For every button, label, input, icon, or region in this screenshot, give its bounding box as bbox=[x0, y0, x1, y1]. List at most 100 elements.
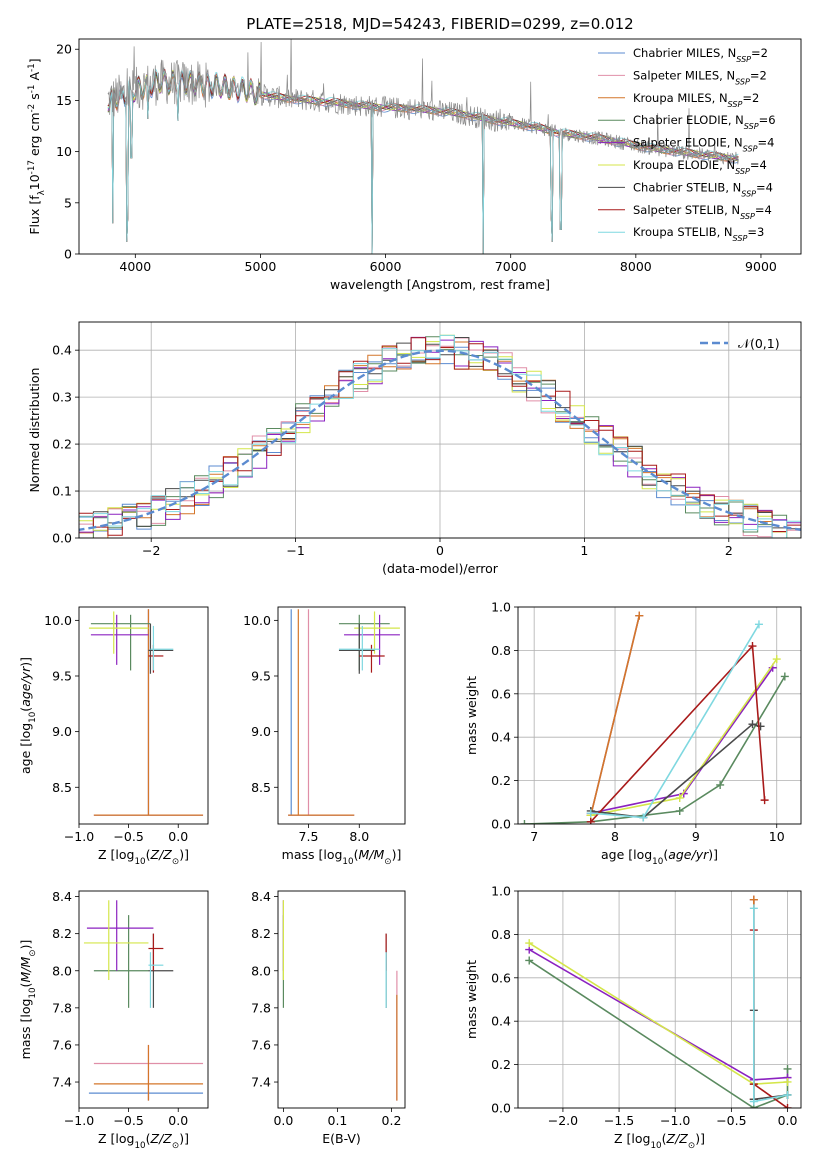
y-tick-label: 0.1 bbox=[52, 484, 72, 499]
x-tick-label: −1.0 bbox=[64, 1113, 94, 1128]
legend-entry: Chabrier MILES, NSSP=2 bbox=[633, 46, 768, 64]
spectrum-frame bbox=[78, 38, 802, 255]
mass-weight-marker bbox=[783, 1064, 792, 1073]
figure-title: PLATE=2518, MJD=54243, FIBERID=0299, z=0… bbox=[246, 15, 633, 33]
y-tick-label: 8.0 bbox=[251, 963, 271, 978]
age-vs-Z-frame bbox=[78, 606, 209, 825]
y-tick-label: 8.5 bbox=[52, 780, 72, 795]
y-tick-label: 0.2 bbox=[52, 437, 72, 452]
mass-weight-marker bbox=[748, 642, 757, 651]
x-tick-label: 0.0 bbox=[168, 829, 188, 844]
y-tick-label: 10 bbox=[56, 144, 72, 159]
y-tick-label: 8.4 bbox=[52, 889, 72, 904]
x-tick-label: 9000 bbox=[745, 259, 777, 274]
y-axis-label: mass [log10(M/M⊙)] bbox=[18, 940, 38, 1060]
legend-entry: 𝒩(0,1) bbox=[738, 336, 780, 351]
y-tick-label: 0.0 bbox=[491, 1101, 511, 1116]
mass-vs-Z-axes: −1.0 −0.5 0.0 7.4 7.6 7.8 8.0 8.2 8.4 Z [log10(Z/… bbox=[18, 889, 189, 1151]
y-tick-label: 0.8 bbox=[491, 643, 511, 658]
y-tick-label: 0.8 bbox=[491, 927, 511, 942]
y-tick-label: 7.8 bbox=[251, 1000, 271, 1015]
x-axis-label: (data-model)/error bbox=[382, 561, 499, 576]
y-tick-label: 7.6 bbox=[251, 1037, 271, 1052]
mass-weight-marker bbox=[754, 620, 763, 629]
mass-weight-marker bbox=[748, 720, 757, 729]
mass-weight-marker bbox=[639, 813, 648, 822]
mass-vs-ebv-axes: 0.0 0.1 0.2 7.4 7.6 7.8 8.0 8.2 8.4 E(B-V) bbox=[251, 889, 401, 1146]
y-tick-label: 8.2 bbox=[251, 926, 271, 941]
mass-weight-line bbox=[528, 942, 788, 1085]
x-tick-label: 0.0 bbox=[168, 1113, 188, 1128]
x-tick-label: −1.5 bbox=[604, 1113, 634, 1128]
x-tick-label: 0.2 bbox=[382, 1113, 402, 1128]
mass-weight-marker bbox=[675, 806, 684, 815]
legend-entry: Salpeter MILES, NSSP=2 bbox=[633, 68, 767, 86]
age-vs-mass-plot-area bbox=[288, 609, 400, 816]
mass-vs-ebv-frame bbox=[277, 890, 406, 1109]
y-tick-label: 9.5 bbox=[52, 668, 72, 683]
y-tick-label: 9.0 bbox=[251, 724, 271, 739]
x-tick-label: 7000 bbox=[495, 259, 527, 274]
mass-weight-marker bbox=[716, 780, 725, 789]
residuals-plot-area bbox=[79, 334, 801, 538]
age-vs-mass-frame bbox=[277, 606, 406, 825]
y-tick-label: 0.3 bbox=[52, 390, 72, 405]
x-tick-label: 7 bbox=[530, 829, 538, 844]
residuals-frame bbox=[78, 321, 802, 539]
weight-vs-age-plot-area bbox=[520, 611, 789, 824]
mass-weight-line bbox=[528, 959, 789, 1108]
legend-entry: Salpeter STELIB, NSSP=4 bbox=[633, 203, 772, 221]
y-tick-label: 9.0 bbox=[52, 724, 72, 739]
spectrum-axes: 4000 5000 6000 7000 8000 9000 0 5 10 15 20 waveleng… bbox=[27, 42, 777, 292]
y-tick-label: 0 bbox=[64, 247, 72, 262]
x-tick-label: −1 bbox=[286, 543, 304, 558]
y-tick-label: 5 bbox=[64, 195, 72, 210]
y-tick-label: 1.0 bbox=[491, 884, 511, 899]
legend-entry: Kroupa MILES, NSSP=2 bbox=[633, 91, 759, 109]
weight-vs-Z-axes: −2.0 −1.5 −1.0 −0.5 0.0 0.0 0.2 0.4 0.6 0.8 1.0 Z [… bbox=[464, 884, 801, 1151]
y-tick-label: 0.0 bbox=[491, 817, 511, 832]
x-tick-label: −1.0 bbox=[660, 1113, 690, 1128]
x-tick-label: 0 bbox=[436, 543, 444, 558]
mass-vs-Z-frame bbox=[78, 890, 209, 1109]
mass-weight-marker bbox=[783, 1077, 792, 1086]
x-tick-label: 0.1 bbox=[328, 1113, 348, 1128]
weight-vs-age-frame bbox=[517, 606, 802, 825]
mass-weight-marker bbox=[749, 895, 758, 904]
age-vs-Z-plot-area bbox=[88, 609, 204, 816]
x-tick-label: 2 bbox=[725, 543, 733, 558]
x-axis-label: Z [log10(Z/Z⊙)] bbox=[98, 1131, 189, 1151]
normal-distribution-curve bbox=[79, 349, 801, 532]
legend-entry: Kroupa ELODIE, NSSP=4 bbox=[633, 158, 767, 176]
mass-weight-line bbox=[528, 948, 788, 1081]
x-axis-label: mass [log10(M/M⊙)] bbox=[282, 847, 402, 867]
mass-vs-ebv-plot-area bbox=[282, 900, 398, 1101]
legend-entry: Chabrier STELIB, NSSP=4 bbox=[633, 180, 773, 198]
x-tick-label: 10 bbox=[769, 829, 785, 844]
y-tick-label: 0.0 bbox=[52, 531, 72, 546]
x-tick-label: 0.0 bbox=[778, 1113, 798, 1128]
weight-vs-Z-plot-area bbox=[525, 895, 792, 1108]
mass-weight-marker bbox=[635, 611, 644, 620]
mass-weight-marker bbox=[756, 722, 765, 731]
weight-vs-Z-frame bbox=[517, 890, 802, 1109]
x-tick-label: −2 bbox=[142, 543, 160, 558]
x-tick-label: −1.0 bbox=[64, 829, 94, 844]
x-tick-label: −2.0 bbox=[548, 1113, 578, 1128]
legend-entry: Salpeter ELODIE, NSSP=4 bbox=[633, 136, 774, 154]
x-tick-label: 8000 bbox=[620, 259, 652, 274]
spectrum-plot-area bbox=[107, 39, 739, 254]
x-axis-label: Z [log10(Z/Z⊙)] bbox=[614, 1131, 705, 1151]
mass-weight-marker bbox=[760, 796, 769, 805]
y-tick-label: 9.5 bbox=[251, 668, 271, 683]
y-axis-label: age [log10(age/yr)] bbox=[18, 657, 38, 774]
mass-weight-line bbox=[590, 723, 761, 819]
age-vs-Z-axes: −1.0 −0.5 0.0 8.5 9.0 9.5 10.0 Z [log10(Z/Z⊙)] a… bbox=[18, 613, 189, 867]
mass-weight-marker bbox=[675, 793, 684, 802]
mass-weight-marker bbox=[749, 1097, 758, 1106]
x-axis-label: age [log10(age/yr)] bbox=[601, 847, 718, 867]
mass-weight-marker bbox=[586, 809, 595, 818]
y-tick-label: 8.4 bbox=[251, 889, 271, 904]
y-axis-label: Flux [fλ10-17 erg cm-2 s-1 A-1] bbox=[27, 58, 47, 234]
